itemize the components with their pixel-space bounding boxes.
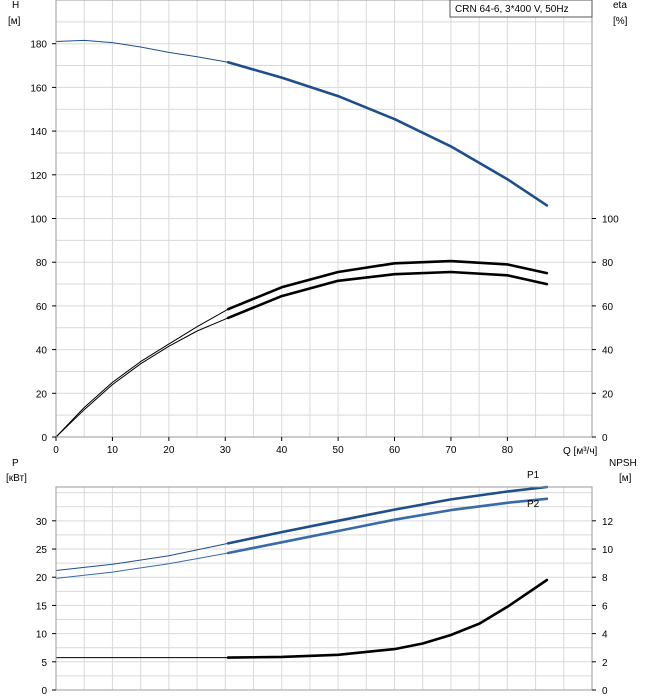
x-tick-label: 80 (502, 445, 514, 456)
left-tick-label: 15 (36, 601, 48, 612)
power-y-ticks: 0 5 10 15 20 25 30 (36, 517, 56, 697)
p2-thin-line (55, 552, 229, 579)
x-tick-label: 50 (333, 445, 345, 456)
x-tick-label: 40 (276, 445, 288, 456)
series-0-2-thick-line (226, 270, 549, 320)
right-tick-label: 80 (602, 258, 614, 269)
flow-axis-label: Q [м³/ч] (563, 446, 598, 457)
right-tick-label: 6 (602, 601, 608, 612)
left-tick-label: 60 (36, 302, 48, 313)
x-tick-label: 0 (53, 445, 59, 456)
eta-y-ticks: 0 20 40 60 80 100 (592, 215, 619, 444)
eta-axis-label: eta (613, 0, 627, 11)
right-tick-label: 8 (602, 573, 608, 584)
head-y-ticks: 0 20 40 60 80 100 120 140 160 180 (30, 40, 56, 444)
left-tick-label: 25 (36, 545, 48, 556)
left-tick-label: 20 (36, 389, 48, 400)
series-0-2-thin-line (55, 317, 229, 438)
npsh-axis-unit: [м] (619, 473, 632, 484)
right-tick-label: 0 (602, 433, 608, 444)
series-1-2-thick-line (226, 578, 549, 659)
x-tick-label: 10 (107, 445, 119, 456)
head-efficiency-series (55, 39, 549, 438)
right-tick-label: 12 (602, 517, 614, 528)
p2-thick-line (226, 497, 549, 555)
left-tick-label: 40 (36, 346, 48, 357)
left-tick-label: 180 (30, 40, 47, 51)
p1-thick-line (226, 485, 549, 545)
left-tick-label: 20 (36, 573, 48, 584)
title-box (449, 0, 593, 18)
left-tick-label: 30 (36, 517, 48, 528)
head-efficiency-panel: 0 20 40 60 80 100 120 140 160 180 0 20 40 60 80 100 0 1… (8, 0, 628, 457)
right-tick-label: 100 (602, 215, 619, 226)
power-grid (56, 487, 592, 690)
eta-axis-unit: [%] (613, 16, 628, 27)
left-tick-label: 100 (30, 215, 47, 226)
series-0-1-thin-line (55, 308, 229, 438)
head-grid (56, 0, 592, 437)
left-tick-label: 10 (36, 630, 48, 641)
left-tick-label: 0 (41, 433, 47, 444)
left-tick-label: 5 (41, 658, 47, 669)
npsh-y-ticks: 0 2 4 6 8 10 12 (592, 517, 614, 697)
right-tick-label: 2 (602, 658, 608, 669)
npsh-axis-label: NPSH (609, 458, 637, 469)
power-npsh-series (55, 485, 549, 659)
right-tick-label: 60 (602, 302, 614, 313)
right-tick-label: 40 (602, 346, 614, 357)
left-tick-label: 80 (36, 258, 48, 269)
left-tick-label: 120 (30, 171, 47, 182)
x-tick-label: 20 (163, 445, 175, 456)
right-tick-label: 10 (602, 545, 614, 556)
right-tick-label: 4 (602, 630, 608, 641)
legend-label-p1: P1 (527, 470, 540, 481)
series-0-0-thin-line (55, 39, 229, 63)
left-tick-label: 0 (41, 686, 47, 697)
right-tick-label: 0 (602, 686, 608, 697)
left-tick-label: 160 (30, 83, 47, 94)
power-axis-label: P (12, 458, 19, 469)
x-tick-label: 30 (220, 445, 232, 456)
left-tick-label: 140 (30, 127, 47, 138)
head-axis-unit: [м] (8, 16, 21, 27)
power-axis-unit: [кВт] (6, 473, 27, 484)
chart-title: CRN 64-6, 3*400 V, 50Hz (455, 4, 569, 15)
flow-x-ticks: 0 10 20 30 40 50 60 70 80 (53, 437, 513, 456)
x-tick-label: 70 (445, 445, 457, 456)
right-tick-label: 20 (602, 389, 614, 400)
legend-label-p2: P2 (527, 499, 540, 510)
power-plot-frame (55, 486, 593, 691)
series-0-0-thick-line (226, 61, 549, 207)
x-tick-label: 60 (389, 445, 401, 456)
head-axis-label: H (12, 0, 19, 11)
p1-thin-line (55, 542, 229, 571)
series-0-1-thick-line (226, 259, 549, 311)
